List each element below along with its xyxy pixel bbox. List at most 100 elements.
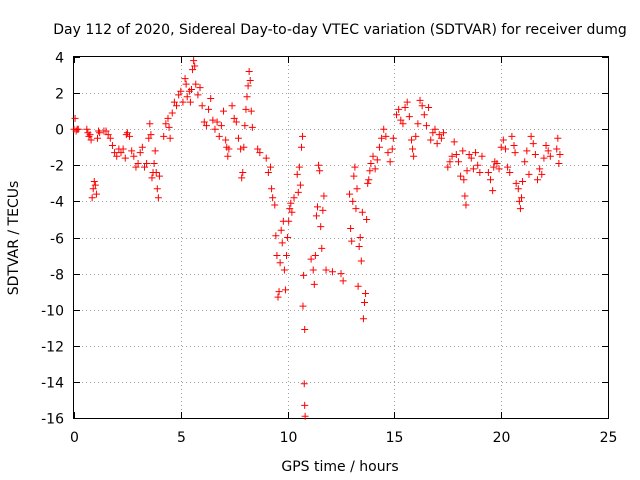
x-tick-label: 20 <box>493 430 511 446</box>
data-point <box>444 163 452 171</box>
data-point <box>175 91 183 99</box>
data-point <box>448 152 456 160</box>
data-point <box>348 237 356 245</box>
data-point <box>286 205 294 213</box>
data-point <box>382 132 390 140</box>
data-point <box>371 165 379 173</box>
data-point <box>347 224 355 232</box>
data-point <box>314 203 322 211</box>
data-point <box>247 107 255 115</box>
data-point <box>217 122 225 130</box>
data-point <box>225 145 233 153</box>
data-point <box>83 125 91 133</box>
data-point <box>90 178 98 186</box>
data-point <box>88 194 96 202</box>
data-point <box>511 149 519 157</box>
data-point <box>433 140 441 148</box>
data-point <box>365 176 373 184</box>
data-point <box>113 152 121 160</box>
data-point <box>369 152 377 160</box>
data-point <box>529 140 537 148</box>
data-point <box>531 150 539 158</box>
data-point <box>189 66 197 74</box>
data-point <box>237 145 245 153</box>
data-point <box>284 234 292 241</box>
data-point <box>74 125 82 133</box>
data-point <box>152 169 160 177</box>
chart-title: Day 112 of 2020, Sidereal Day-to-day VTE… <box>53 22 627 38</box>
data-point <box>224 152 232 160</box>
data-point <box>465 150 473 158</box>
data-point <box>556 150 564 158</box>
data-point <box>166 134 174 142</box>
data-point <box>271 201 279 209</box>
data-point <box>290 194 298 202</box>
data-point <box>519 178 527 186</box>
data-point <box>300 271 308 279</box>
data-point <box>354 282 362 290</box>
data-point <box>337 270 345 278</box>
data-point <box>173 102 181 110</box>
data-point <box>427 136 435 144</box>
data-point <box>240 143 248 151</box>
data-point <box>422 122 430 130</box>
data-point <box>153 185 161 193</box>
data-point <box>309 266 317 274</box>
data-point <box>154 194 162 202</box>
data-point <box>272 232 280 240</box>
data-point <box>420 111 428 119</box>
data-point <box>544 147 552 155</box>
data-point <box>504 163 512 171</box>
data-point <box>202 122 210 130</box>
data-point <box>281 286 289 294</box>
data-point <box>177 87 185 95</box>
data-point <box>538 170 546 178</box>
data-point <box>179 98 187 106</box>
data-point <box>328 268 336 276</box>
data-point <box>401 104 409 112</box>
data-point <box>346 190 354 198</box>
data-point <box>460 176 468 184</box>
axis-ticks <box>74 57 609 419</box>
data-point <box>409 145 417 153</box>
data-point <box>140 163 148 171</box>
data-point <box>495 165 503 173</box>
data-point <box>299 132 307 140</box>
data-point <box>356 234 364 241</box>
data-point <box>316 167 324 175</box>
data-point <box>234 134 242 142</box>
data-point <box>138 143 146 151</box>
y-tick-label: -14 <box>41 376 64 392</box>
data-point <box>357 257 365 265</box>
data-point <box>497 143 505 151</box>
data-point <box>126 132 134 140</box>
plot-frame <box>73 56 609 419</box>
data-point <box>446 158 454 166</box>
data-point <box>228 102 236 110</box>
data-point <box>384 149 392 157</box>
data-point <box>246 76 254 84</box>
data-point <box>403 98 411 106</box>
data-point <box>293 170 301 178</box>
data-point <box>248 123 256 131</box>
data-point <box>230 114 238 122</box>
data-point <box>536 165 544 173</box>
y-tick-label: -4 <box>50 195 64 211</box>
data-point <box>209 116 217 124</box>
data-point <box>222 136 230 144</box>
data-point <box>273 252 281 260</box>
y-axis-title: SDTVAR / TECUs <box>6 181 22 296</box>
data-point <box>165 123 173 131</box>
y-tick-label: 0 <box>55 123 64 139</box>
data-point <box>359 315 367 323</box>
data-point <box>349 197 357 205</box>
data-point <box>275 288 283 296</box>
data-point <box>364 179 372 187</box>
data-point <box>320 192 328 200</box>
data-point <box>490 163 498 171</box>
data-point <box>542 141 550 149</box>
data-point <box>296 181 304 189</box>
x-tick-label: 5 <box>177 430 186 446</box>
data-point <box>516 205 524 213</box>
